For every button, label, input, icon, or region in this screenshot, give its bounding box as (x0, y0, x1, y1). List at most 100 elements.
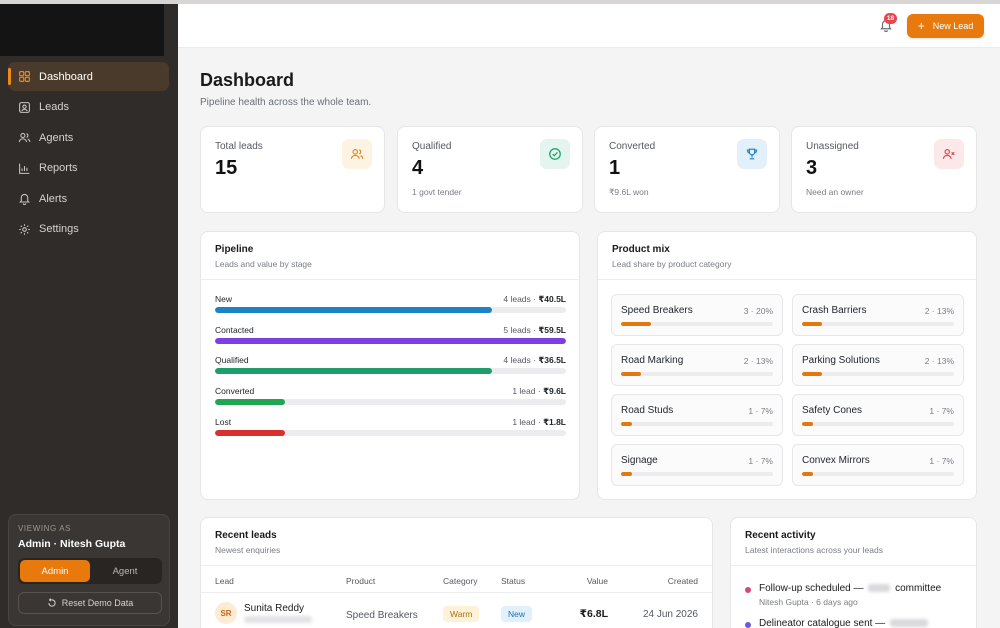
category-badge: Warm (443, 606, 480, 622)
users-icon (18, 133, 31, 143)
product-name: Convex Mirrors (802, 455, 870, 466)
column-header-category: Category (443, 576, 478, 586)
sidebar-item-label: Reports (39, 162, 78, 175)
stage-progress-fill (215, 368, 493, 375)
activity-dot (745, 587, 751, 593)
stat-value: 4 (412, 157, 424, 179)
stat-card-qualified: Qualified 4 1 govt tender (397, 126, 583, 213)
stage-value: 4 leads · ₹36.5L (503, 355, 566, 366)
user-x-icon (942, 149, 955, 159)
new-lead-label: New Lead (932, 21, 974, 31)
recent-activity-subtitle: Latest interactions across your leads (745, 545, 883, 555)
viewing-as-panel: VIEWING AS Admin · Nitesh Gupta Admin Ag… (8, 514, 170, 626)
product-share: 2 · 13% (743, 356, 773, 366)
product-share-track (621, 372, 773, 376)
sidebar-item-label: Dashboard (39, 70, 93, 83)
plus-icon: + (917, 19, 925, 33)
notification-count-badge: 18 (884, 13, 897, 24)
sidebar-item-dashboard[interactable]: Dashboard (8, 62, 169, 91)
product-share-track (802, 422, 954, 426)
contact-card-icon (19, 101, 30, 113)
column-header-created: Created (667, 576, 698, 586)
stat-value: 1 (609, 157, 621, 179)
product-share-fill (802, 422, 813, 426)
product-share: 3 · 20% (743, 306, 773, 316)
sidebar-item-alerts[interactable]: Alerts (8, 184, 169, 213)
stage-progress-track (215, 429, 566, 436)
recent-leads-subtitle: Newest enquiries (215, 545, 281, 555)
stat-sub: ₹9.6L won (609, 187, 649, 197)
top-header: 18 + New Lead (178, 4, 1000, 48)
recent-leads-title: Recent leads (215, 530, 277, 541)
sidebar-item-settings[interactable]: Settings (8, 215, 169, 244)
sidebar-item-reports[interactable]: Reports (8, 154, 169, 183)
stat-label: Unassigned (806, 141, 859, 152)
product-mix-item-speed-breakers: Speed Breakers 3 · 20% (611, 294, 783, 336)
sidebar-nav: Dashboard Leads Agents Reports Alerts Se… (8, 62, 169, 246)
new-lead-button[interactable]: + New Lead (907, 14, 984, 38)
product-share-track (621, 472, 773, 476)
product-share-fill (621, 372, 641, 376)
product-name: Road Studs (621, 405, 674, 416)
column-header-lead: Lead (215, 576, 234, 586)
reset-demo-data-button[interactable]: Reset Demo Data (18, 592, 162, 614)
product-mix-item-signage: Signage 1 · 7% (611, 444, 783, 486)
refresh-icon (48, 598, 56, 607)
stage-value: 5 leads · ₹59.5L (503, 324, 566, 335)
check-circle-icon (549, 148, 561, 160)
product-share-fill (621, 472, 632, 476)
page-subtitle: Pipeline health across the whole team. (200, 97, 372, 108)
recent-activity-title: Recent activity (745, 530, 816, 541)
trophy-icon (746, 148, 758, 160)
stage-progress-fill (215, 307, 493, 313)
stat-card-unassigned: Unassigned 3 Need an owner (791, 126, 977, 213)
avatar: SR (215, 602, 237, 624)
product-share-fill (621, 322, 652, 326)
product-mix-title: Product mix (612, 244, 670, 255)
recent-leads-card: Recent leads Newest enquiries Lead Produ… (200, 517, 713, 628)
divider (201, 592, 712, 593)
sidebar-item-label: Agents (39, 131, 74, 144)
role-admin-button[interactable]: Admin (20, 560, 90, 582)
product-share-fill (802, 472, 813, 476)
stage-progress-track (215, 368, 566, 375)
users-icon (350, 149, 364, 159)
sidebar-item-agents[interactable]: Agents (8, 123, 169, 152)
role-agent-button[interactable]: Agent (112, 565, 138, 577)
divider (731, 565, 976, 566)
stage-progress-fill (215, 429, 286, 436)
column-header-product: Product (346, 576, 376, 586)
product-mix-item-road-marking: Road Marking 2 · 13% (611, 344, 783, 386)
stage-name: Contacted (215, 324, 254, 335)
brand-logo-area (0, 4, 164, 56)
stat-icon-box (737, 139, 767, 169)
stat-value: 15 (215, 157, 238, 179)
product-name: Road Marking (621, 355, 684, 366)
notifications-button[interactable]: 18 (879, 13, 897, 33)
product-share-fill (802, 322, 822, 326)
stat-icon-box (934, 139, 964, 169)
stage-value: 4 leads · ₹40.5L (503, 294, 566, 304)
product-mix-item-safety-cones: Safety Cones 1 · 7% (792, 394, 964, 436)
activity-dot (745, 622, 751, 628)
stat-card-converted: Converted 1 ₹9.6L won (594, 126, 780, 213)
product-mix-subtitle: Lead share by product category (612, 259, 732, 269)
product-share-track (802, 372, 954, 376)
lead-value: ₹6.8L (579, 608, 608, 620)
product-share: 1 · 7% (748, 456, 773, 466)
product-share: 2 · 13% (924, 356, 954, 366)
stage-progress-fill (215, 337, 566, 344)
stage-name: New (215, 294, 233, 304)
stage-value: 1 lead · ₹1.8L (512, 416, 566, 427)
reset-demo-data-label: Reset Demo Data (61, 598, 134, 608)
stat-label: Converted (609, 141, 656, 152)
stage-progress-track (215, 307, 566, 313)
sidebar-item-leads[interactable]: Leads (8, 93, 169, 122)
stage-progress-fill (215, 399, 286, 406)
product-share-track (621, 322, 773, 326)
activity-meta: Nitesh Gupta · 6 days ago (759, 597, 858, 607)
stage-value: 1 lead · ₹9.6L (512, 386, 566, 397)
page-title: Dashboard (200, 70, 295, 90)
stat-card-total-leads: Total leads 15 (200, 126, 385, 213)
sidebar-item-label: Settings (39, 223, 79, 236)
